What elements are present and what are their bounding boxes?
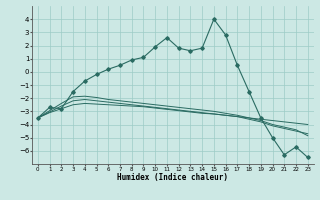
X-axis label: Humidex (Indice chaleur): Humidex (Indice chaleur) [117, 173, 228, 182]
